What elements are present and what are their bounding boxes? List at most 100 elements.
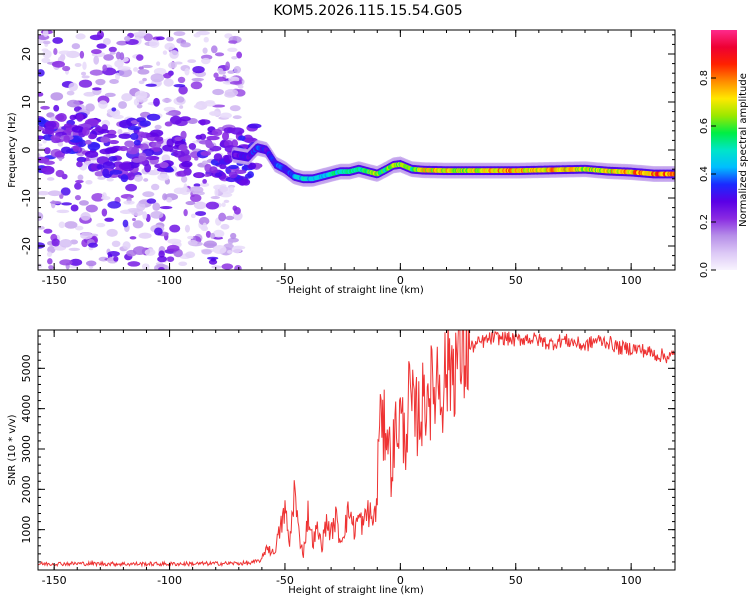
spectrogram-noise-blob: [89, 69, 104, 76]
spectrogram-noise-blob: [96, 222, 106, 228]
spectrogram-noise-blob: [193, 33, 201, 38]
spectrogram-noise-blob: [111, 107, 117, 112]
spectrogram-noise-blob: [162, 50, 168, 55]
spectrogram-noise-blob: [102, 64, 108, 72]
spectrogram-noise-blob: [117, 128, 123, 135]
spectrogram-noise-blob: [57, 141, 64, 147]
spectrogram-noise-blob: [74, 225, 84, 231]
spectrogram-noise-blob: [126, 146, 140, 155]
spectrogram-noise-blob: [59, 259, 73, 266]
spectrogram-noise-blob: [109, 51, 116, 55]
spectrogram-noise-blob: [219, 112, 232, 119]
spectrogram-noise-blob: [50, 135, 61, 141]
spectrogram-noise-blob: [101, 192, 107, 200]
spectrogram-noise-blob: [78, 200, 89, 206]
spectrogram-noise-blob: [208, 110, 221, 116]
spectrogram-noise-blob: [141, 64, 153, 69]
spectrogram-noise-blob: [62, 65, 71, 72]
spectrogram-noise-blob: [188, 142, 197, 150]
spectrogram-noise-blob: [220, 223, 230, 230]
spectrogram-noise-blob: [179, 116, 191, 122]
x-tick-label: -50: [276, 274, 294, 287]
x-tick-label: 100: [621, 274, 642, 287]
x-tick-label: 0: [397, 574, 404, 587]
spectrogram-x-ticks: -150 -100 -50 0 50 100: [42, 30, 655, 287]
spectrogram-noise-blob: [179, 156, 188, 162]
spectrogram-noise-blob: [244, 173, 252, 179]
spectrogram-noise-blob: [187, 239, 198, 246]
spectrogram-noise-blob: [69, 114, 77, 121]
snr-series-line: [38, 330, 675, 568]
spectrogram-noise-blob: [113, 256, 119, 262]
spectrogram-noise-blob: [133, 67, 139, 72]
spectrogram-noise-blob: [150, 129, 164, 137]
spectrogram-noise-blob: [102, 161, 116, 170]
x-tick-label: 0: [397, 274, 404, 287]
spectrogram-noise-blob: [41, 57, 51, 64]
spectrogram-noise-blob: [222, 131, 230, 141]
spectrogram-noise-blob: [116, 40, 128, 46]
spectrogram-noise-blob: [133, 174, 143, 182]
spectrogram-noise-blob: [74, 194, 81, 201]
colorbar-tick-label: 0.4: [699, 166, 710, 182]
spectrogram-noise-blob: [124, 35, 131, 42]
spectrogram-noise-blob: [227, 47, 238, 53]
spectrogram-noise-blob: [185, 251, 196, 259]
spectrogram-noise-blob: [42, 49, 52, 59]
spectrogram-noise-blob: [199, 119, 206, 126]
spectrogram-noise-blob: [152, 202, 161, 211]
spectrogram-noise-blob: [221, 202, 226, 208]
spectrogram-noise-blob: [234, 265, 242, 270]
spectrogram-noise-blob: [136, 103, 143, 109]
spectrogram-noise-blob: [60, 146, 72, 154]
spectrogram-noise-blob: [201, 249, 212, 255]
spectrogram-noise-blob: [164, 121, 173, 127]
spectrogram-noise-blob: [178, 144, 188, 151]
spectrogram-noise-blob: [56, 113, 67, 122]
spectrogram-noise-blob: [195, 172, 203, 178]
spectrogram-noise-blob: [46, 251, 53, 257]
spectrogram-noise-blob: [232, 115, 242, 120]
snr-y-label: SNR (10 * v/v): [7, 414, 18, 485]
spectrogram-noise-blob: [227, 250, 233, 254]
spectrogram-noise-blob: [159, 205, 173, 210]
spectrogram-noise-blob: [82, 127, 90, 136]
spectrogram-noise-blob: [119, 119, 133, 129]
x-tick-label: -150: [42, 274, 67, 287]
spectrogram-noise-blob: [237, 135, 246, 141]
spectrogram-noise-blob: [106, 228, 118, 237]
spectrogram-noise-blob: [178, 85, 188, 95]
spectrogram-noise-blob: [104, 217, 115, 222]
spectrogram-noise-blob: [100, 136, 110, 143]
spectrogram-noise-blob: [153, 97, 160, 107]
spectrogram-noise-blob: [95, 126, 103, 131]
spectrogram-noise-blob: [155, 36, 165, 41]
spectrogram-noise-blob: [84, 139, 92, 145]
spectrogram-noise-blob: [184, 68, 190, 76]
spectrogram-noise-blob: [190, 194, 202, 203]
colorbar-tick-label: 0.6: [699, 118, 710, 134]
spectrogram-noise-blob: [211, 265, 222, 269]
spectrogram-noise-blob: [42, 30, 49, 37]
spectrogram-noise-blob: [55, 169, 65, 178]
spectrogram-noise-blob: [159, 161, 169, 169]
spectrogram-noise-blob: [202, 222, 207, 230]
spectrogram-noise-blob: [183, 183, 188, 192]
spectrogram-noise-blob: [164, 42, 175, 51]
spectrogram-noise-blob: [122, 219, 129, 228]
spectrogram-noise-blob: [38, 143, 43, 147]
spectrogram-noise-blob: [223, 127, 236, 134]
spectrogram-noise-blob: [163, 167, 175, 173]
spectrogram-noise-blob: [232, 205, 238, 211]
spectrogram-noise-blob: [71, 125, 85, 133]
spectrogram-noise-blob: [236, 51, 243, 59]
spectrogram-noise-blob: [138, 232, 152, 239]
spectrogram-noise-blob: [231, 56, 238, 60]
spectrogram-noise-blob: [107, 251, 120, 257]
spectrogram-noise-blob: [139, 120, 151, 127]
spectrogram-noise-blob: [204, 173, 211, 178]
spectrogram-noise-blob: [64, 221, 78, 229]
spectrogram-noise-blob: [127, 126, 142, 131]
spectrogram-noise-blob: [136, 202, 146, 212]
spectrogram-noise-blob: [132, 32, 147, 37]
